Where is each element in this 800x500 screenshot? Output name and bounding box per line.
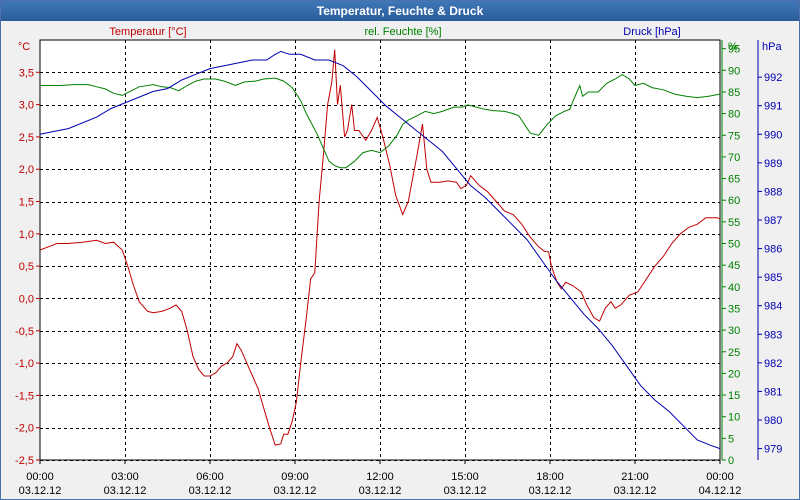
x-tick-date-label: 03.12.12	[104, 485, 147, 497]
pressure-tick-label: 981	[764, 386, 782, 398]
series-line-humidity	[40, 74, 721, 169]
temperature-unit-label: °C	[18, 41, 30, 53]
pressure-tick-label: 980	[764, 415, 782, 427]
x-tick-date-label: 03.12.12	[444, 485, 487, 497]
pressure-tick-label: 991	[764, 101, 782, 113]
pressure-tick-label: 989	[764, 158, 782, 170]
humidity-tick-label: 70	[728, 152, 740, 164]
x-tick-date-label: 03.12.12	[19, 485, 62, 497]
temperature-tick-label: 2,5	[19, 132, 34, 144]
temperature-tick-label: 3,0	[19, 100, 34, 112]
x-tick-time-label: 12:00	[366, 471, 394, 483]
pressure-tick-label: 986	[764, 244, 782, 256]
pressure-tick-label: 985	[764, 272, 782, 284]
humidity-tick-label: 10	[728, 412, 740, 424]
temperature-tick-label: 0,5	[19, 261, 34, 273]
gridlines	[40, 40, 720, 461]
humidity-tick-label: 60	[728, 195, 740, 207]
temperature-tick-label: 3,5	[19, 67, 34, 79]
pressure-tick-label: 983	[764, 329, 782, 341]
x-tick-time-label: 09:00	[281, 471, 309, 483]
x-tick-time-label: 21:00	[621, 471, 649, 483]
humidity-tick-label: 45	[728, 260, 740, 272]
humidity-tick-label: 35	[728, 303, 740, 315]
humidity-tick-label: 90	[728, 65, 740, 77]
title-bar: Temperatur, Feuchte & Druck	[1, 1, 799, 21]
humidity-tick-label: 80	[728, 109, 740, 121]
x-tick-time-label: 00:00	[706, 471, 734, 483]
humidity-tick-label: 30	[728, 325, 740, 337]
temperature-tick-label: -0,5	[15, 326, 34, 338]
temperature-tick-label: -2,5	[15, 455, 34, 467]
humidity-tick-label: 75	[728, 130, 740, 142]
humidity-unit-label: %	[728, 41, 738, 53]
pressure-tick-label: 992	[764, 72, 782, 84]
legend-humidity: rel. Feuchte [%]	[364, 26, 441, 38]
temperature-tick-label: -1,5	[15, 390, 34, 402]
temperature-tick-label: 0,0	[19, 293, 34, 305]
series-line-temperature	[39, 49, 721, 446]
humidity-tick-label: 15	[728, 390, 740, 402]
legend-pressure: Druck [hPa]	[623, 26, 680, 38]
pressure-tick-label: 988	[764, 186, 782, 198]
x-tick-time-label: 03:00	[111, 471, 139, 483]
x-tick-date-label: 04.12.12	[699, 485, 742, 497]
temperature-tick-label: 2,0	[19, 164, 34, 176]
pressure-tick-label: 982	[764, 358, 782, 370]
humidity-tick-label: 5	[728, 433, 734, 445]
x-tick-date-label: 03.12.12	[189, 485, 232, 497]
humidity-tick-label: 50	[728, 239, 740, 251]
x-tick-date-label: 03.12.12	[359, 485, 402, 497]
pressure-tick-label: 987	[764, 215, 782, 227]
humidity-tick-label: 20	[728, 368, 740, 380]
x-tick-date-label: 03.12.12	[274, 485, 317, 497]
humidity-tick-label: 40	[728, 282, 740, 294]
humidity-tick-label: 25	[728, 347, 740, 359]
pressure-tick-label: 979	[764, 444, 782, 456]
humidity-tick-label: 95	[728, 44, 740, 56]
temperature-tick-label: 1,0	[19, 229, 34, 241]
x-tick-time-label: 18:00	[536, 471, 564, 483]
series-line-pressure	[39, 50, 721, 450]
x-tick-date-label: 03.12.12	[529, 485, 572, 497]
pressure-tick-label: 990	[764, 129, 782, 141]
x-tick-time-label: 00:00	[26, 471, 54, 483]
pressure-unit-label: hPa	[762, 41, 782, 53]
temperature-tick-label: 1,5	[19, 197, 34, 209]
humidity-tick-label: 0	[728, 455, 734, 467]
x-tick-time-label: 15:00	[451, 471, 479, 483]
temperature-tick-label: -2,0	[15, 423, 34, 435]
legend-temperature: Temperatur [°C]	[109, 26, 186, 38]
humidity-tick-label: 55	[728, 217, 740, 229]
x-tick-date-label: 03.12.12	[614, 485, 657, 497]
x-tick-time-label: 06:00	[196, 471, 224, 483]
temperature-tick-label: -1,0	[15, 358, 34, 370]
humidity-tick-label: 65	[728, 174, 740, 186]
humidity-tick-label: 85	[728, 87, 740, 99]
pressure-tick-label: 984	[764, 301, 782, 313]
